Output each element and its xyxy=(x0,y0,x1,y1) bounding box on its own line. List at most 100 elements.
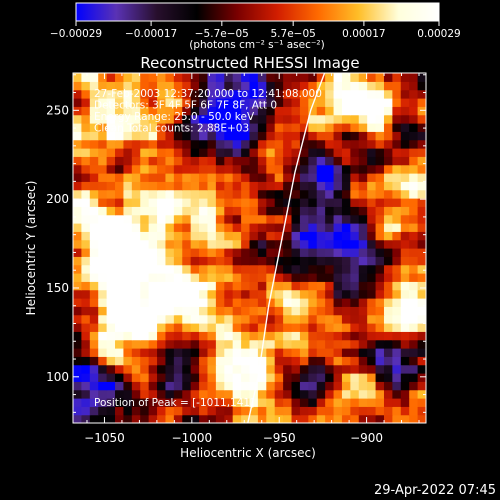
heatmap-cell xyxy=(358,189,368,199)
heatmap-cell xyxy=(207,289,217,299)
heatmap-cell xyxy=(81,414,91,423)
heatmap-cell xyxy=(140,81,150,91)
heatmap-cell xyxy=(341,189,351,199)
heatmap-cell xyxy=(89,156,99,166)
heatmap-cell xyxy=(333,123,343,132)
heatmap-cell xyxy=(400,139,410,149)
heatmap-cell xyxy=(89,289,99,299)
heatmap-cell xyxy=(358,239,368,249)
heatmap-cell xyxy=(283,398,293,407)
heatmap-cell xyxy=(333,148,343,157)
heatmap-cell xyxy=(308,364,318,374)
heatmap-cell xyxy=(73,114,82,124)
colorbar-tick-label: 0.00017 xyxy=(342,28,385,40)
heatmap-cell xyxy=(123,389,133,399)
heatmap-cell xyxy=(81,348,91,357)
heatmap-cell xyxy=(241,264,251,274)
heatmap-cell xyxy=(173,264,183,274)
heatmap-cell xyxy=(283,356,293,366)
heatmap-cell xyxy=(400,273,410,282)
heatmap-cell xyxy=(165,348,175,357)
heatmap-cell xyxy=(325,131,335,141)
heatmap-cell xyxy=(207,239,217,249)
heatmap-cell xyxy=(241,323,251,332)
heatmap-cell xyxy=(182,239,192,249)
heatmap-cell xyxy=(358,181,368,191)
heatmap-cell xyxy=(417,298,426,307)
heatmap-cell xyxy=(140,89,150,99)
heatmap-cell xyxy=(207,181,217,191)
heatmap-cell xyxy=(140,223,150,232)
heatmap-cell xyxy=(148,89,158,99)
heatmap-cell xyxy=(165,189,175,199)
heatmap-cell xyxy=(266,356,276,366)
heatmap-cell xyxy=(283,256,293,266)
heatmap-cell xyxy=(291,173,301,182)
heatmap-cell xyxy=(358,373,368,382)
heatmap-cell xyxy=(417,248,426,257)
heatmap-cell xyxy=(333,189,343,199)
heatmap-cell xyxy=(241,356,251,366)
heatmap-cell xyxy=(409,356,419,366)
heatmap-cell xyxy=(207,189,217,199)
heatmap-cell xyxy=(341,281,351,291)
heatmap-cell xyxy=(350,256,360,266)
heatmap-cell xyxy=(350,348,360,357)
heatmap-cell xyxy=(333,414,343,423)
heatmap-cell xyxy=(199,339,209,349)
heatmap-cell xyxy=(283,198,293,207)
heatmap-cell xyxy=(375,398,385,407)
heatmap-cell xyxy=(333,98,343,107)
heatmap-cell xyxy=(207,98,217,107)
heatmap-cell xyxy=(383,73,393,82)
heatmap-cell xyxy=(73,248,82,257)
heatmap-cell xyxy=(215,264,225,274)
heatmap-cell xyxy=(157,239,167,249)
y-axis-label: Heliocentric Y (arcsec) xyxy=(24,181,38,316)
heatmap-cell xyxy=(400,398,410,407)
heatmap-cell xyxy=(299,106,309,116)
heatmap-cell xyxy=(392,223,402,232)
heatmap-cell xyxy=(333,181,343,191)
heatmap-cell xyxy=(341,381,351,391)
heatmap-cell xyxy=(266,406,276,416)
heatmap-cell xyxy=(190,364,200,374)
heatmap-cell xyxy=(291,73,301,82)
heatmap-cell xyxy=(232,364,242,374)
heatmap-cell xyxy=(106,173,116,182)
heatmap-cell xyxy=(232,273,242,282)
heatmap-cell xyxy=(98,373,108,382)
heatmap-cell xyxy=(89,123,99,132)
heatmap-cell xyxy=(173,73,183,82)
heatmap-cell xyxy=(266,414,276,423)
heatmap-cell xyxy=(308,356,318,366)
heatmap-cell xyxy=(383,89,393,99)
heatmap-cell xyxy=(73,123,82,132)
heatmap-cell xyxy=(173,231,183,241)
heatmap-cell xyxy=(409,164,419,174)
heatmap-cell xyxy=(224,398,234,407)
heatmap-cell xyxy=(409,348,419,357)
heatmap-cell xyxy=(98,356,108,366)
heatmap-cell xyxy=(392,164,402,174)
heatmap-cell xyxy=(241,173,251,182)
heatmap-cell xyxy=(367,156,377,166)
heatmap-cell xyxy=(325,156,335,166)
heatmap-cell xyxy=(81,314,91,324)
heatmap-cell xyxy=(383,123,393,132)
heatmap-cell xyxy=(173,414,183,423)
heatmap-cell xyxy=(409,156,419,166)
heatmap-cell xyxy=(383,189,393,199)
heatmap-cell xyxy=(392,81,402,91)
heatmap-cell xyxy=(81,373,91,382)
heatmap-cell xyxy=(224,131,234,141)
heatmap-cell xyxy=(232,406,242,416)
heatmap-cell xyxy=(148,181,158,191)
heatmap-cell xyxy=(89,306,99,316)
heatmap-cell xyxy=(190,323,200,332)
heatmap-cell xyxy=(182,281,192,291)
heatmap-cell xyxy=(157,373,167,382)
heatmap-cell xyxy=(316,189,326,199)
heatmap-cell xyxy=(257,81,267,91)
heatmap-cell xyxy=(215,181,225,191)
